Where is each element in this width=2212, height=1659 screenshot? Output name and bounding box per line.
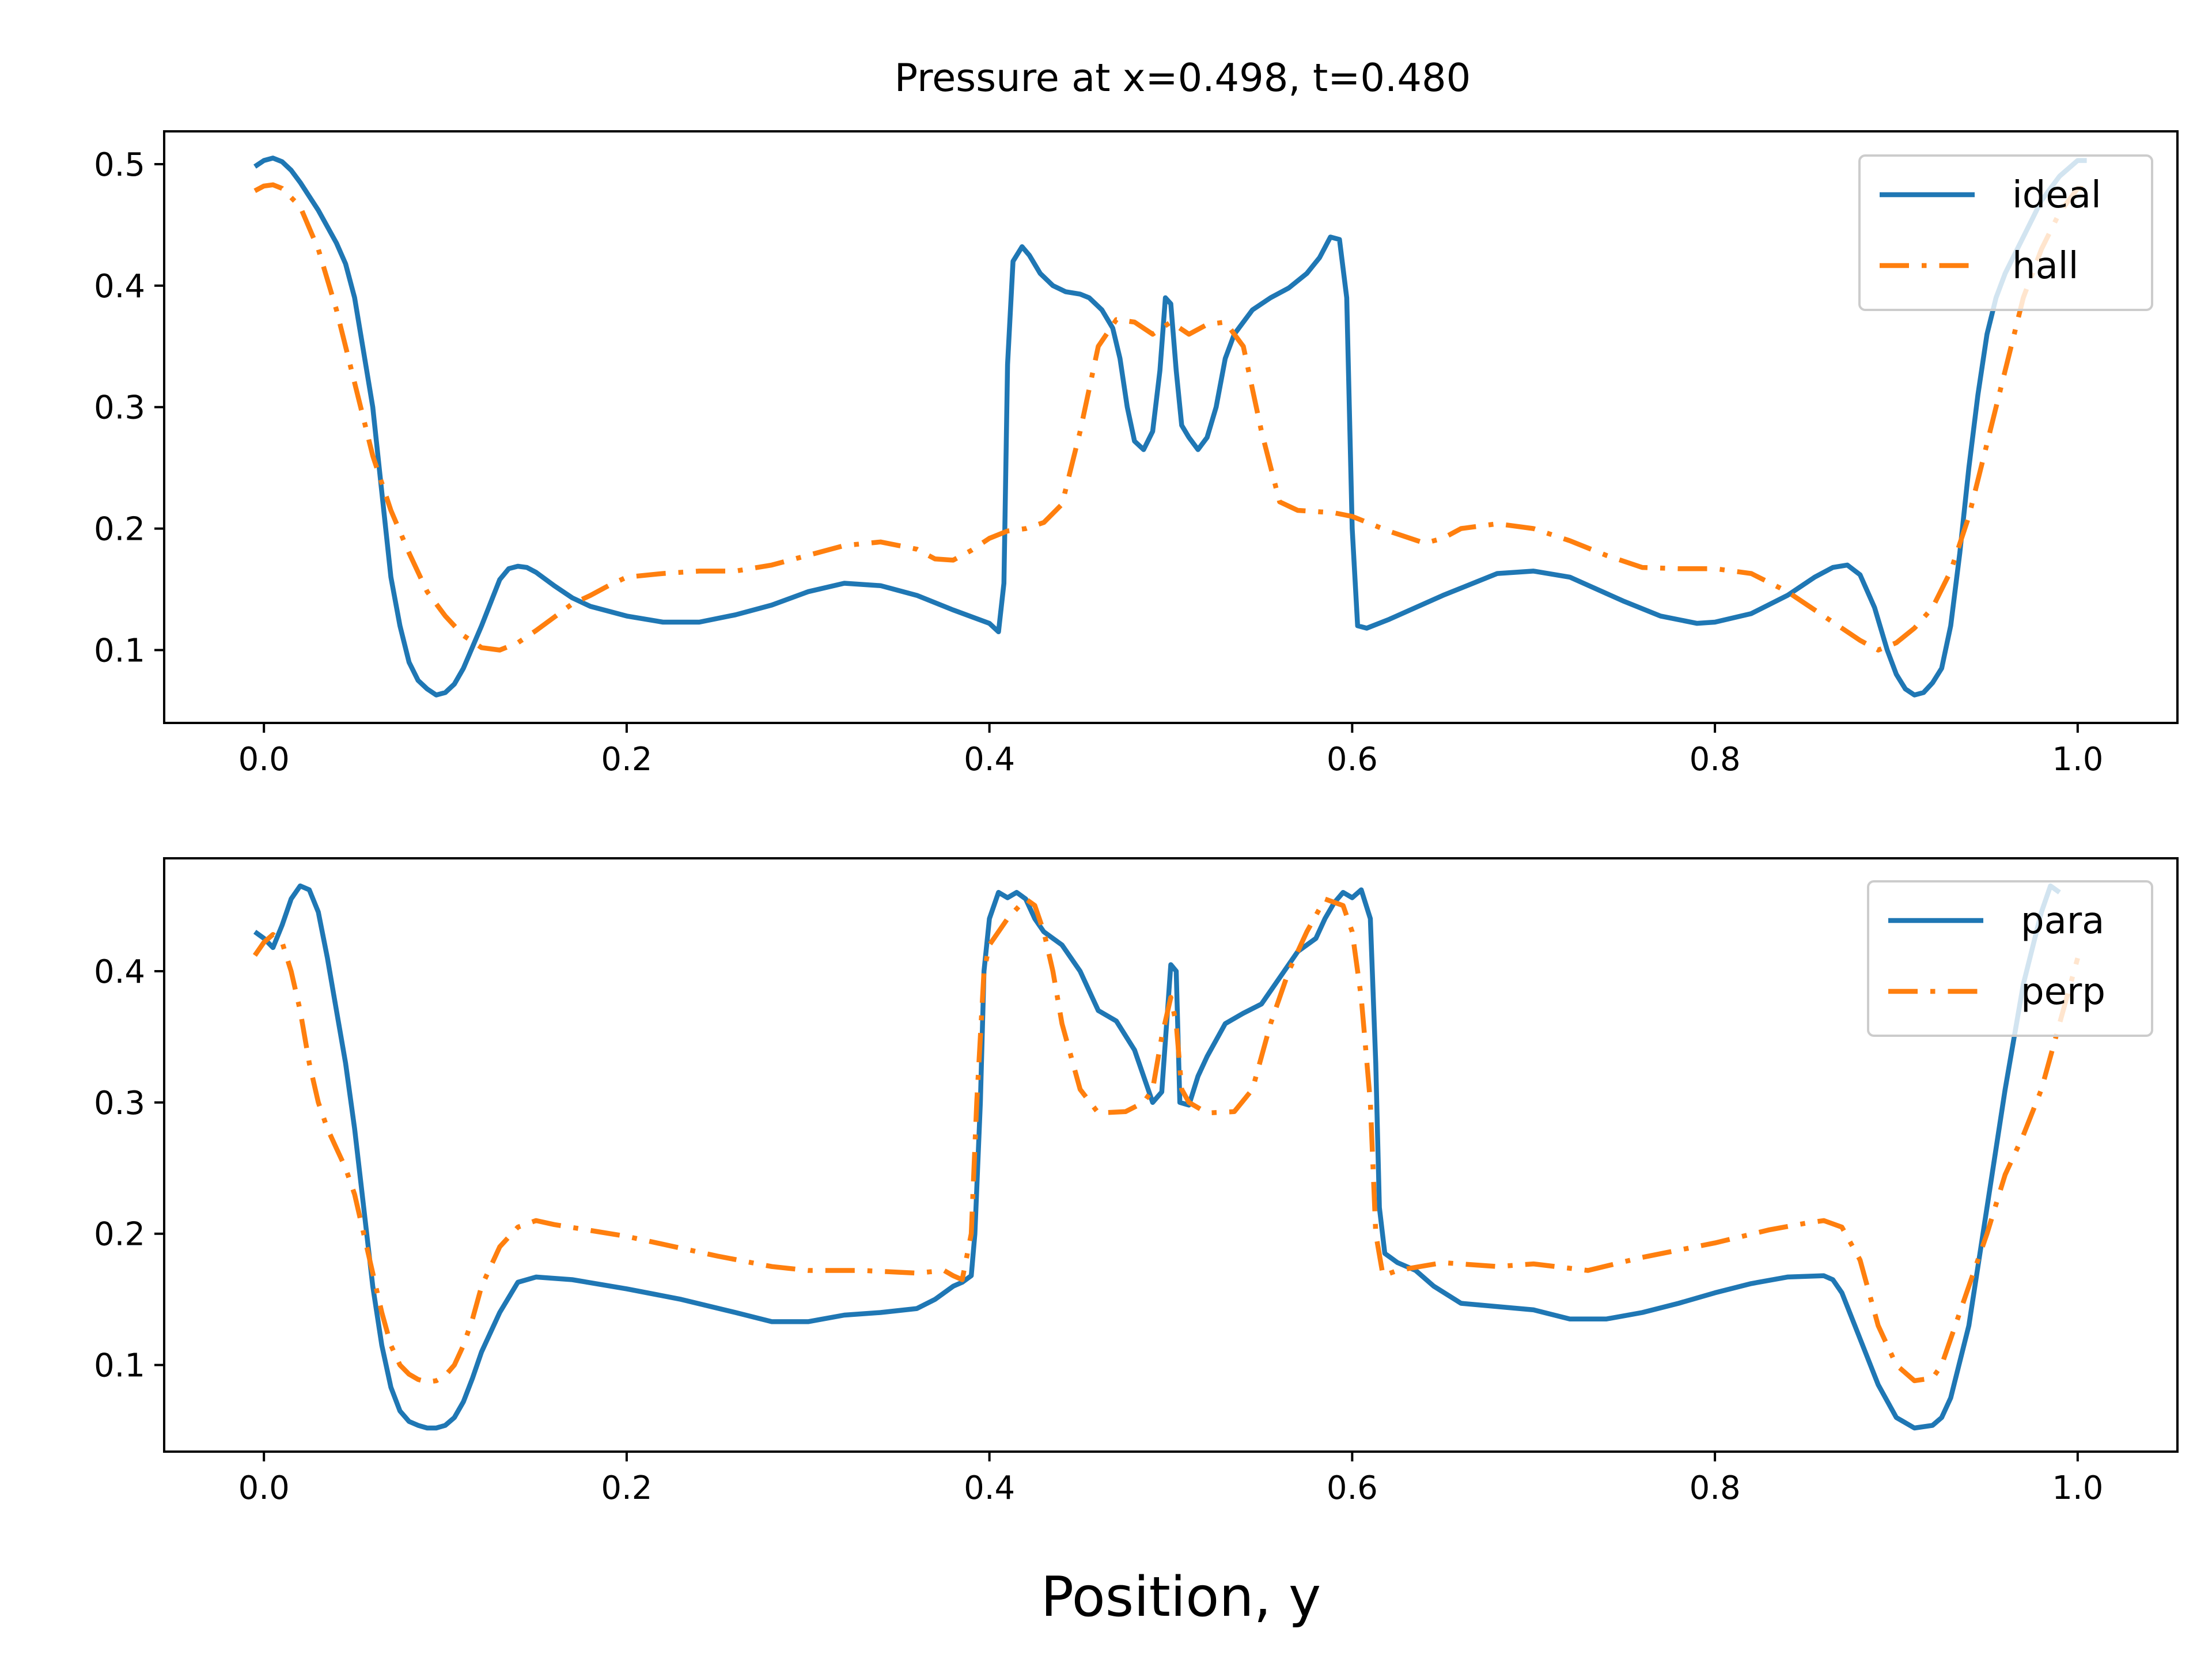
top-x-tick-label: 0.8 (1690, 741, 1741, 778)
top-x-tick-label: 0.0 (238, 741, 290, 778)
bottom-x-tick-label: 0.4 (964, 1469, 1015, 1507)
top-panel: 0.0 0.2 0.4 0.6 0.8 1.0 0.1 0.2 0.3 0.4 0.5 ideal… (94, 130, 2179, 778)
top-y-tick-label: 0.1 (94, 632, 145, 669)
top-plot-area (163, 130, 2179, 724)
top-x-tick-label: 0.4 (964, 741, 1015, 778)
bottom-y-ticks: 0.1 0.2 0.3 0.4 (94, 953, 164, 1385)
bottom-y-tick-label: 0.1 (94, 1347, 145, 1385)
bottom-legend: para perp (1867, 880, 2153, 1037)
bottom-legend-label-perp: perp (2021, 971, 2105, 1013)
bottom-plot-area (163, 857, 2179, 1453)
bottom-x-ticks: 0.0 0.2 0.4 0.6 0.8 1.0 (238, 1452, 2103, 1507)
bottom-x-tick-label: 1.0 (2052, 1469, 2103, 1507)
top-axes-frame (163, 130, 2179, 724)
top-series-line-ideal (253, 156, 2087, 698)
bottom-panel: 0.0 0.2 0.4 0.6 0.8 1.0 0.1 0.2 0.3 0.4 para perp (94, 857, 2179, 1507)
bottom-y-tick-label: 0.4 (94, 953, 145, 991)
bottom-x-tick-label: 0.6 (1327, 1469, 1378, 1507)
top-x-tick-label: 0.6 (1327, 741, 1378, 778)
chart-title: Pressure at x=0.498, t=0.480 (895, 55, 1471, 100)
top-series (253, 156, 2087, 698)
top-y-ticks: 0.1 0.2 0.3 0.4 0.5 (94, 146, 164, 669)
top-legend-box (1858, 154, 2153, 311)
bottom-axes-frame (163, 857, 2179, 1453)
top-y-tick-label: 0.4 (94, 268, 145, 305)
bottom-series-line-para (253, 883, 2061, 1431)
bottom-series (252, 883, 2080, 1431)
bottom-x-tick-label: 0.2 (601, 1469, 652, 1507)
top-y-tick-label: 0.5 (94, 146, 145, 184)
bottom-y-tick-label: 0.3 (94, 1085, 145, 1122)
top-legend-label-hall: hall (2012, 245, 2078, 287)
top-legend: ideal hall (1858, 154, 2153, 311)
bottom-x-tick-label: 0.8 (1690, 1469, 1741, 1507)
top-y-tick-label: 0.3 (94, 389, 145, 427)
top-x-tick-label: 1.0 (2052, 741, 2103, 778)
bottom-legend-label-para: para (2021, 900, 2104, 942)
top-series-line-hall (253, 182, 2087, 653)
x-axis-label: Position, y (1041, 1566, 1321, 1629)
bottom-legend-box (1867, 880, 2153, 1037)
top-x-ticks: 0.0 0.2 0.4 0.6 0.8 1.0 (238, 723, 2103, 778)
bottom-x-tick-label: 0.0 (238, 1469, 290, 1507)
top-legend-label-ideal: ideal (2012, 174, 2101, 217)
top-x-tick-label: 0.2 (601, 741, 652, 778)
bottom-series-line-perp (252, 896, 2080, 1385)
top-y-tick-label: 0.2 (94, 511, 145, 548)
bottom-y-tick-label: 0.2 (94, 1216, 145, 1253)
